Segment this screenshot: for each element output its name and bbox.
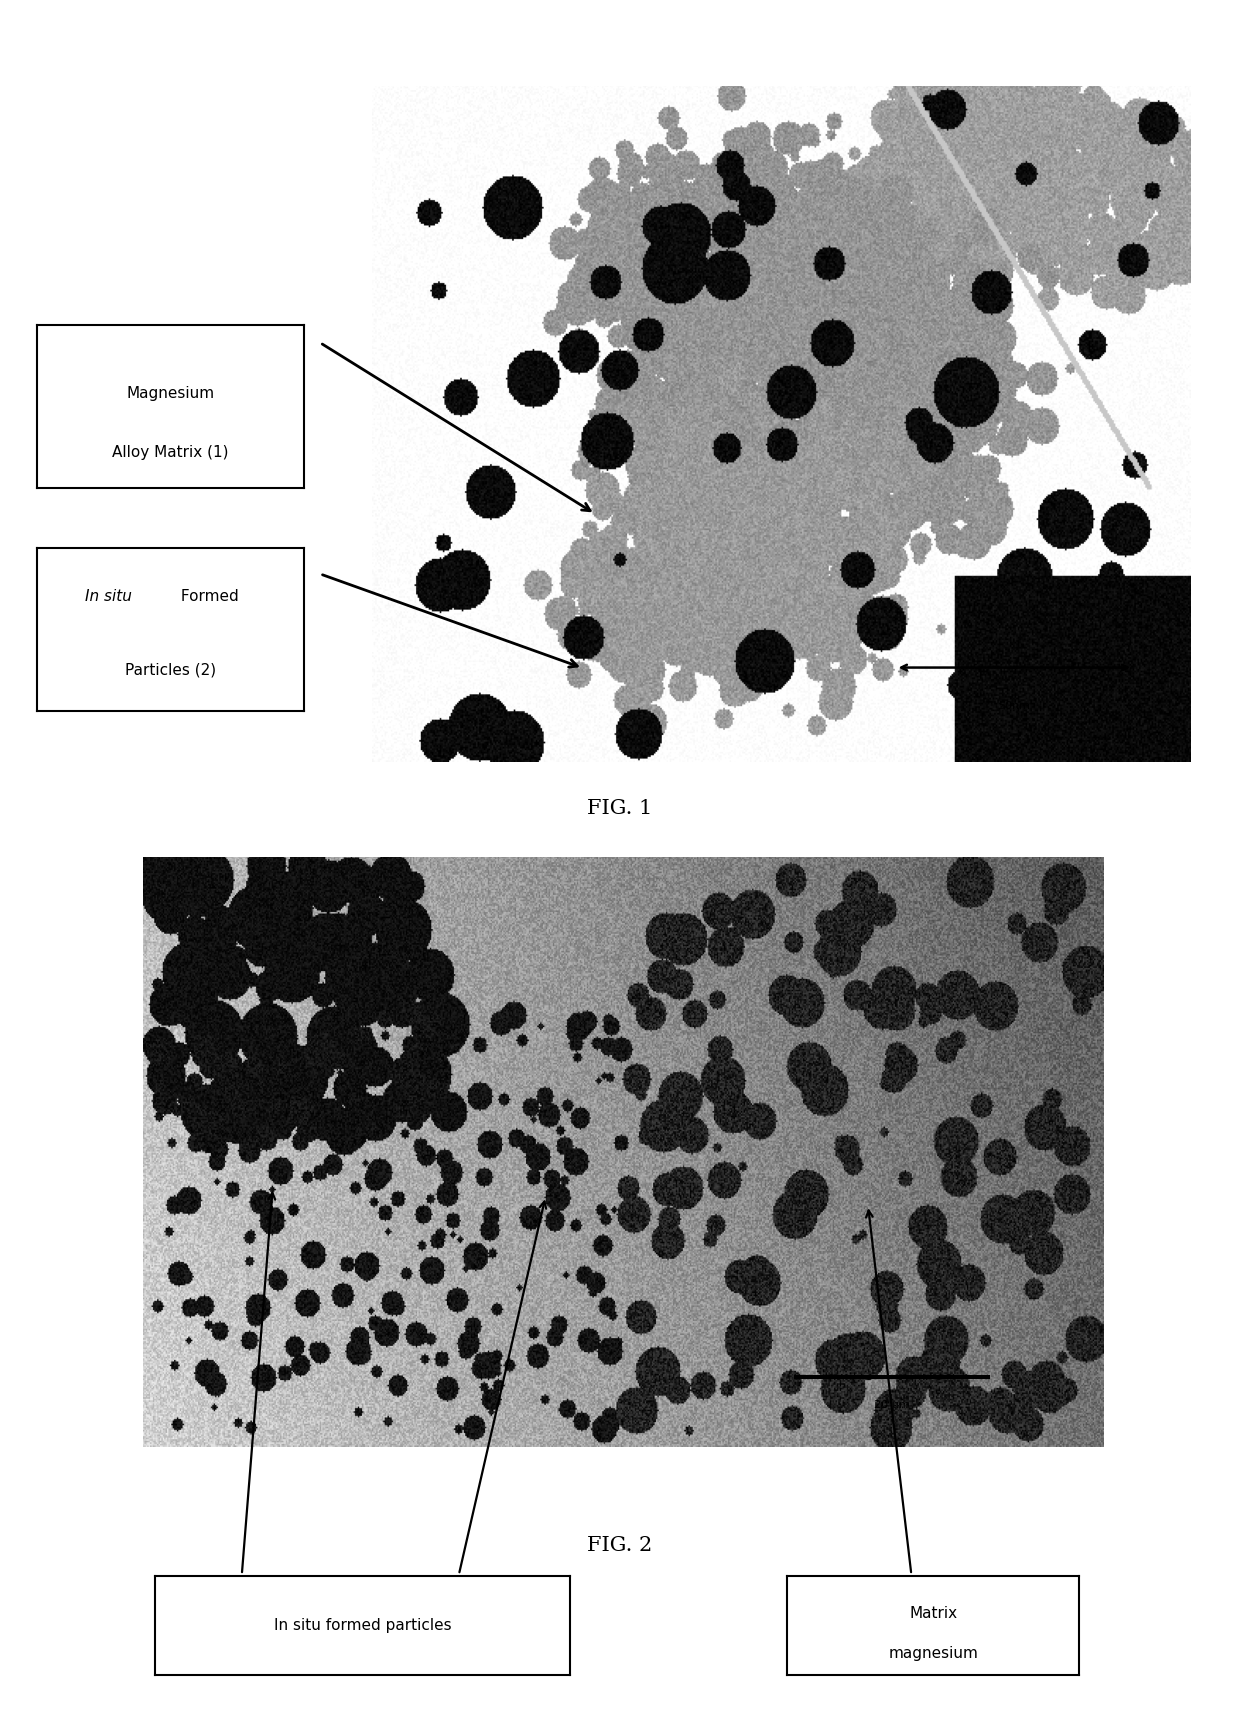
Text: Particles (2): Particles (2) — [125, 663, 216, 678]
Text: 20 μm: 20 μm — [874, 1400, 910, 1410]
Text: FIG. 2: FIG. 2 — [588, 1535, 652, 1555]
Text: FIG. 1: FIG. 1 — [588, 798, 652, 819]
Text: magnesium: magnesium — [888, 1646, 978, 1662]
Text: Formed: Formed — [176, 589, 238, 605]
Text: Magnesium: Magnesium — [126, 387, 215, 401]
Text: In situ: In situ — [86, 589, 133, 605]
Text: Matrix: Matrix — [909, 1607, 957, 1620]
Text: In situ formed particles: In situ formed particles — [274, 1619, 451, 1632]
Text: 50nm: 50nm — [998, 701, 1030, 711]
Text: Alloy Matrix (1): Alloy Matrix (1) — [113, 445, 228, 459]
